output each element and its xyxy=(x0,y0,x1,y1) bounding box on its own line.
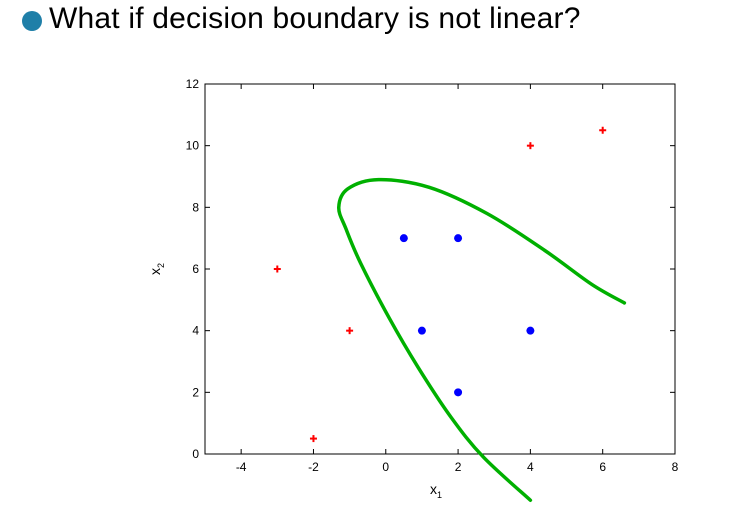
slide-title: What if decision boundary is not linear? xyxy=(22,2,581,36)
data-points xyxy=(273,126,607,443)
x-tick-label: 0 xyxy=(382,460,389,474)
x-tick-label: 8 xyxy=(672,460,679,474)
positive-point-marker xyxy=(309,435,317,443)
y-axis-label: x2 xyxy=(147,263,166,275)
negative-point-marker xyxy=(454,388,463,397)
x-tick-label: 6 xyxy=(599,460,606,474)
x-tick-label: -4 xyxy=(236,460,247,474)
positive-point-marker xyxy=(273,265,281,273)
negative-point-marker xyxy=(399,234,408,243)
positive-point-marker xyxy=(346,327,354,335)
negative-point-marker xyxy=(454,234,463,243)
y-tick-label: 0 xyxy=(192,447,199,461)
x-axis-ticks: -4 -2 0 2 4 6 8 xyxy=(236,84,679,474)
positive-point-marker xyxy=(526,142,534,150)
bullet-icon xyxy=(22,11,42,31)
y-tick-label: 2 xyxy=(192,385,199,399)
y-tick-label: 10 xyxy=(186,139,200,153)
y-tick-label: 12 xyxy=(186,77,200,91)
negative-point-marker xyxy=(417,326,426,335)
y-tick-label: 4 xyxy=(192,324,199,338)
y-axis-ticks: 0 2 4 6 8 10 12 xyxy=(186,77,675,461)
title-text: What if decision boundary is not linear? xyxy=(49,2,581,35)
positive-point-marker xyxy=(599,126,607,134)
y-tick-label: 6 xyxy=(192,262,199,276)
decision-boundary-curve xyxy=(337,177,627,502)
x-tick-label: -2 xyxy=(308,460,319,474)
y-tick-label: 8 xyxy=(192,200,199,214)
x-axis-label: x1 xyxy=(430,481,442,500)
x-tick-label: 2 xyxy=(455,460,462,474)
x-tick-label: 4 xyxy=(527,460,534,474)
negative-point-marker xyxy=(526,326,535,335)
